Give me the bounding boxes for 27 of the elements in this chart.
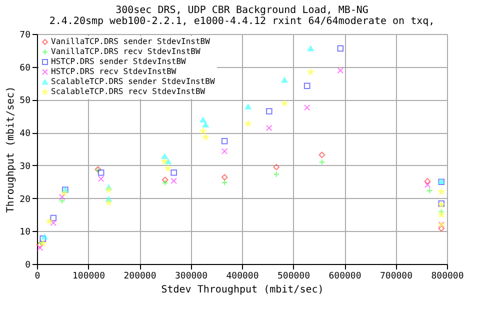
y-tick-label: 50	[20, 96, 30, 106]
y-tick-label: 10	[20, 228, 30, 238]
y-tick-label: 40	[20, 129, 30, 140]
y-tick-label: 0	[25, 260, 30, 270]
x-tick-label: 400000	[226, 272, 259, 282]
x-tick-label: 100000	[72, 272, 106, 282]
y-tick-label: 70	[20, 30, 30, 40]
y-axis-title: Throughput (mbit/sec)	[6, 86, 17, 213]
chart-subtitle: 2.4.20smp web100-2.2.1, e1000-4.4.12 rxint 64/64moderate on txq,	[49, 16, 435, 27]
legend-label: VanillaTCP.DRS sender StdevInstBW	[51, 37, 210, 46]
legend-label: ScalableTCP.DRS sender StdevInstBW	[51, 77, 215, 86]
x-tick-label: 700000	[380, 272, 413, 282]
legend-label: HSTCP.DRS recv StdevInstBW	[51, 67, 176, 76]
chart-title: 300sec DRS, UDP CBR Background Load, MB-NG	[116, 5, 368, 16]
y-tick-label: 20	[20, 194, 30, 205]
x-tick-label: 300000	[174, 272, 208, 282]
x-tick-label: 600000	[328, 272, 362, 282]
legend-label: VanillaTCP.DRS recv StdevInstBW	[51, 47, 200, 56]
x-tick-label: 200000	[124, 272, 156, 282]
y-tick-label: 30	[20, 162, 30, 172]
y-tick-label: 60	[20, 63, 30, 74]
legend-label: ScalableTCP.DRS recv StdevInstBW	[51, 87, 206, 96]
x-tick-label: 800000	[431, 272, 464, 282]
x-tick-label: 500000	[277, 272, 310, 282]
legend-label: HSTCP.DRS sender StdevInstBW	[51, 57, 186, 66]
x-tick-label: 0	[34, 272, 40, 282]
x-axis-title: Stdev Throughput (mbit/sec)	[161, 284, 324, 296]
